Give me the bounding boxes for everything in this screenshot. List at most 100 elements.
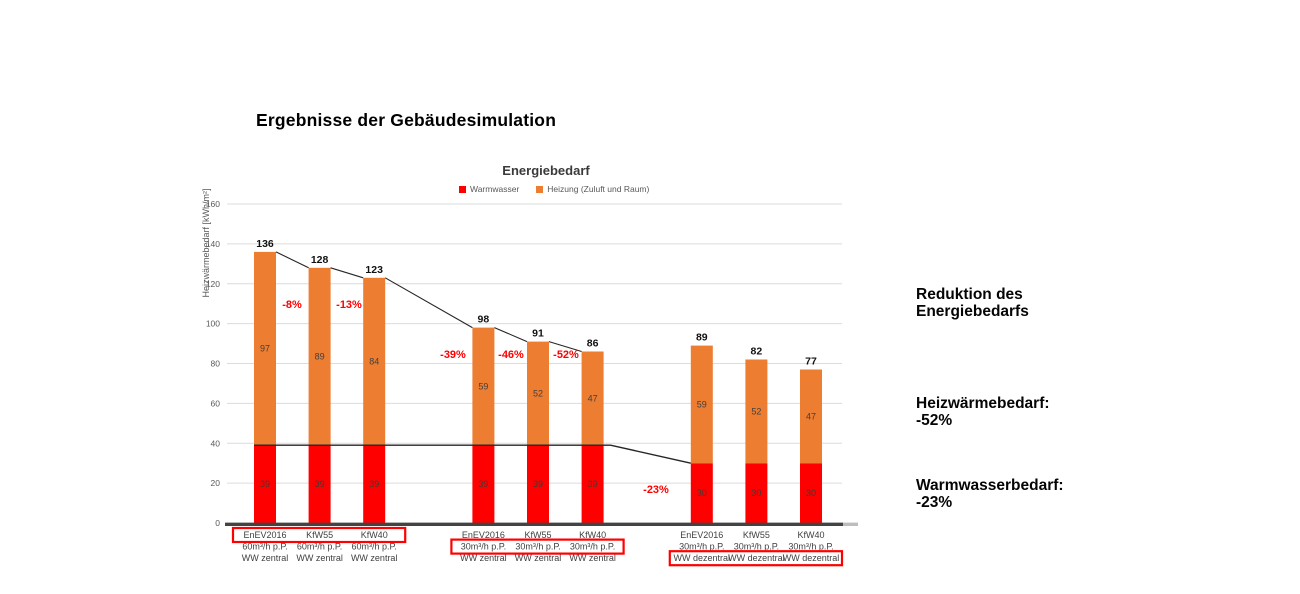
x-axis-label: WW zentral [515, 553, 562, 563]
bar-heizung [745, 359, 768, 464]
total-trend-line [275, 251, 309, 269]
x-axis-label: 30m³/h p.P. [734, 542, 779, 552]
percent-annotation: -13% [336, 299, 362, 311]
x-axis-label: EnEV2016 [462, 530, 505, 540]
bar-warmwasser-value: 39 [315, 479, 325, 489]
warmwasserbedarf-label: Warmwasserbedarf: [916, 477, 1064, 494]
bar-heizung-value: 47 [806, 411, 816, 421]
reduction-heading-line2: Energiebedarfs [916, 302, 1029, 320]
x-axis-label: KfW55 [743, 530, 770, 540]
total-trend-line [548, 341, 582, 353]
highlight-box [231, 526, 407, 544]
chart-title: Energiebedarf [502, 163, 590, 178]
x-axis-label: KfW55 [306, 530, 333, 540]
reduction-heading: Reduktion des Energiebedarfs [916, 286, 1176, 320]
legend-swatch-icon [536, 185, 544, 193]
x-axis-label: KfW55 [524, 530, 551, 540]
x-axis-label: 30m³/h p.P. [570, 542, 615, 552]
x-axis-label: WW zentral [351, 553, 398, 563]
x-axis-label: 30m³/h p.P. [461, 542, 506, 552]
heizwaermebedarf-stat: Heizwärmebedarf: -52% [916, 395, 1176, 429]
bar-warmwasser [690, 463, 713, 523]
bar-total-label: 98 [478, 314, 490, 326]
bar-heizung [472, 327, 495, 446]
percent-annotation: -8% [282, 299, 302, 311]
percent-annotation: -46% [498, 349, 524, 361]
bar-heizung [800, 369, 822, 464]
x-axis-label: WW dezentral [674, 553, 731, 563]
x-axis-label: KfW40 [579, 530, 606, 540]
heizwaermebedarf-value: -52% [916, 411, 953, 429]
legend-label: Warmwasser [470, 184, 520, 194]
bar-total-label: 77 [805, 356, 817, 368]
bar-warmwasser-value: 39 [369, 479, 379, 489]
x-axis-label: WW dezentral [728, 553, 785, 563]
x-axis-label: KfW40 [361, 530, 388, 540]
highlight-box [450, 538, 625, 555]
percent-annotation: -52% [553, 349, 579, 361]
bar-heizung-value: 59 [478, 381, 488, 391]
x-axis-label: KfW40 [797, 530, 824, 540]
y-tick-label: 0 [215, 518, 220, 528]
x-axis-label: 30m³/h p.P. [515, 542, 560, 552]
bar-warmwasser-value: 30 [697, 488, 707, 498]
bar-heizung-value: 59 [697, 399, 707, 409]
bar-warmwasser [472, 445, 495, 523]
x-axis-label: 30m³/h p.P. [788, 542, 833, 552]
bar-heizung-value: 52 [533, 388, 543, 398]
bar-total-label: 123 [365, 264, 383, 276]
reduction-heading-line1: Reduktion des [916, 286, 1023, 303]
bar-heizung [690, 345, 713, 464]
bar-heizung [527, 341, 549, 446]
legend-swatch-icon [459, 185, 466, 193]
bar-warmwasser [308, 445, 331, 523]
x-axis-label: WW dezentral [783, 553, 840, 563]
bar-total-label: 82 [751, 346, 763, 358]
bar-heizung [363, 277, 386, 446]
bar-total-label: 128 [311, 254, 329, 266]
highlight-box [668, 550, 844, 567]
warmwasserbedarf-value: -23% [916, 493, 953, 511]
chart-legend: Warmwasser Heizung (Zuluft und Raum) [459, 184, 649, 194]
bar-warmwasser [363, 445, 386, 523]
bar-warmwasser-value: 30 [751, 488, 761, 498]
x-axis-label: 60m³/h p.P. [242, 542, 287, 552]
legend-item-heizung: Heizung (Zuluft und Raum) [536, 184, 649, 194]
x-axis-label: WW zentral [296, 553, 343, 563]
y-tick-label: 80 [211, 359, 221, 369]
bar-heizung [254, 251, 276, 446]
total-trend-line [384, 277, 473, 329]
bar-warmwasser [745, 463, 768, 523]
slide-title: Ergebnisse der Gebäudesimulation [256, 110, 557, 130]
heizwaermebedarf-label: Heizwärmebedarf: [916, 395, 1050, 412]
bar-warmwasser-value: 39 [260, 479, 270, 489]
x-axis-label: 30m³/h p.P. [679, 542, 724, 552]
warmwasser-level-line [254, 444, 691, 464]
bar-heizung-value: 47 [588, 393, 598, 403]
y-tick-label: 160 [206, 199, 220, 209]
bar-total-label: 136 [256, 238, 274, 250]
bar-warmwasser-value: 39 [588, 479, 598, 489]
total-trend-line [494, 327, 528, 343]
bar-heizung [308, 267, 331, 446]
bar-warmwasser-value: 39 [478, 479, 488, 489]
y-tick-label: 120 [206, 279, 220, 289]
bar-heizung-value: 84 [369, 357, 379, 367]
y-tick-label: 40 [211, 438, 221, 448]
bar-warmwasser-value: 30 [806, 488, 816, 498]
percent-annotation: -39% [440, 349, 466, 361]
bar-warmwasser [254, 445, 276, 523]
y-tick-label: 100 [206, 319, 220, 329]
x-axis-label: 60m³/h p.P. [352, 542, 397, 552]
x-axis-label: EnEV2016 [680, 530, 723, 540]
bar-warmwasser [800, 463, 822, 523]
bar-total-label: 91 [532, 328, 544, 340]
x-axis-label: WW zentral [569, 553, 616, 563]
y-tick-label: 140 [206, 239, 220, 249]
y-tick-label: 20 [211, 478, 221, 488]
x-axis-label: EnEV2016 [243, 530, 286, 540]
percent-annotation: -23% [643, 484, 669, 496]
warmwasserbedarf-stat: Warmwasserbedarf: -23% [916, 477, 1176, 511]
